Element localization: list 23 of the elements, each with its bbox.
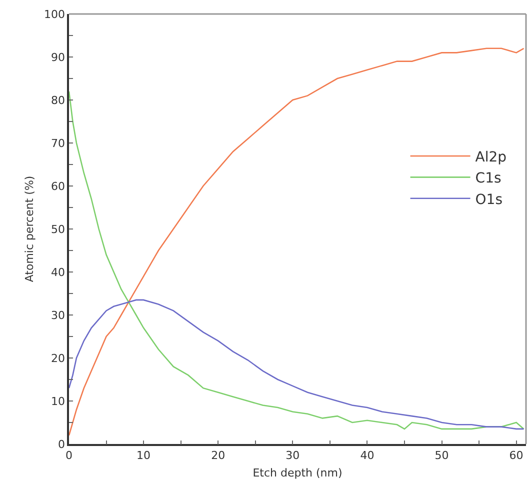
legend-label: Al2p <box>475 149 507 166</box>
y-tick-label: 60 <box>51 180 66 193</box>
legend-label: O1s <box>475 192 503 208</box>
y-tick-label: 20 <box>51 352 66 365</box>
x-tick-label: 40 <box>360 448 374 462</box>
y-tick-label: 80 <box>51 94 66 107</box>
x-axis-title: Etch depth (nm) <box>252 466 342 480</box>
line-series <box>69 299 524 430</box>
y-tick-label: 90 <box>51 50 66 64</box>
legend-label: C1s <box>475 170 502 187</box>
y-tick-label: 0 <box>58 438 66 451</box>
y-tick-label: 70 <box>51 136 66 150</box>
y-tick-label: 40 <box>51 266 66 279</box>
x-tick-label: 20 <box>211 448 226 462</box>
y-axis-title: Atomic percent (%) <box>23 176 36 282</box>
y-tick-label: 50 <box>51 222 66 236</box>
y-tick-label: 30 <box>51 308 66 322</box>
y-tick-label: 100 <box>44 8 66 21</box>
x-tick-label: 30 <box>286 448 300 462</box>
y-tick-label: 10 <box>51 394 66 408</box>
x-tick-label: 10 <box>136 448 151 462</box>
x-tick-label: 50 <box>434 448 449 462</box>
x-tick-label: 60 <box>509 448 524 462</box>
